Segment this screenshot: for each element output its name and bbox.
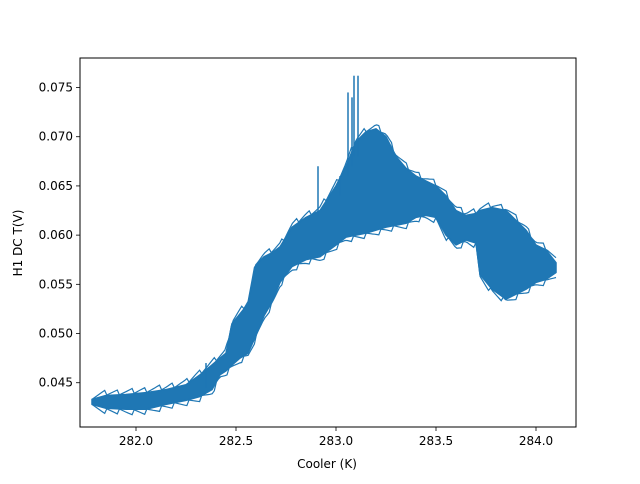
series-edge-lower <box>91 215 557 416</box>
axes-frame <box>79 57 577 428</box>
plot-area <box>79 57 577 428</box>
x-axis-ticks: 282.0 282.5 283.0 283.5 284.0 <box>119 427 553 448</box>
y-axis-label: H1 DC T(V) <box>11 210 25 277</box>
x-tick-label: 284.0 <box>519 434 553 448</box>
x-tick-label: 283.0 <box>319 434 353 448</box>
x-tick-label: 282.0 <box>119 434 153 448</box>
y-tick-label: 0.055 <box>39 277 73 291</box>
data-layer <box>91 75 557 416</box>
x-tick-label: 282.5 <box>219 434 253 448</box>
y-tick-label: 0.060 <box>39 228 73 242</box>
y-tick-label: 0.070 <box>39 130 73 144</box>
x-axis-label: Cooler (K) <box>297 457 357 471</box>
series-edge-upper <box>91 124 557 400</box>
x-tick-label: 283.5 <box>419 434 453 448</box>
y-axis-ticks: 0.045 0.050 0.055 0.060 0.065 0.070 0.075 <box>39 81 80 390</box>
y-tick-label: 0.050 <box>39 327 73 341</box>
y-tick-label: 0.045 <box>39 376 73 390</box>
y-tick-label: 0.065 <box>39 179 73 193</box>
y-tick-label: 0.075 <box>39 81 73 95</box>
